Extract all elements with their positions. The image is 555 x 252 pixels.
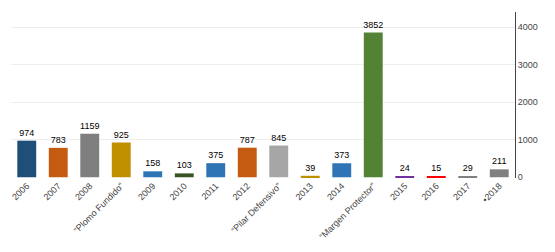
svg-text:2013: 2013 [294,181,315,202]
svg-text:2008: 2008 [73,181,94,202]
svg-text:0: 0 [518,172,523,182]
svg-text:2006: 2006 [10,181,31,202]
svg-text:375: 375 [208,150,223,160]
svg-text:2009: 2009 [136,181,157,202]
svg-text:2012: 2012 [231,181,252,202]
svg-text:373: 373 [334,150,349,160]
svg-text:15: 15 [431,163,441,173]
svg-text:925: 925 [114,130,129,140]
svg-text:3852: 3852 [363,20,383,30]
svg-text:787: 787 [240,135,255,145]
svg-text:39: 39 [305,163,315,173]
svg-text:“Margen Protector”: “Margen Protector” [317,181,377,241]
svg-text:4000: 4000 [518,22,538,32]
svg-text:2014: 2014 [325,181,346,202]
svg-text:2016: 2016 [420,181,441,202]
svg-text:158: 158 [145,158,160,168]
svg-text:3000: 3000 [518,60,538,70]
svg-text:“Plomo Fundido”: “Plomo Fundido” [72,181,126,235]
svg-text:845: 845 [271,133,286,143]
svg-text:1159: 1159 [80,121,99,131]
svg-text:103: 103 [177,160,192,170]
svg-text:2015: 2015 [388,181,409,202]
svg-text:783: 783 [51,135,66,145]
svg-text:974: 974 [19,128,34,138]
svg-text:2017: 2017 [451,181,472,202]
svg-text:2007: 2007 [42,181,63,202]
svg-text:2010: 2010 [168,181,189,202]
svg-text:211: 211 [492,156,506,166]
svg-text:•2018: •2018 [480,181,503,204]
svg-text:2011: 2011 [200,181,221,202]
svg-text:“Pilar Defensivo”: “Pilar Defensivo” [229,181,283,235]
svg-text:24: 24 [400,163,410,173]
svg-text:2000: 2000 [518,97,538,107]
svg-text:1000: 1000 [518,135,538,145]
svg-text:29: 29 [463,163,473,173]
